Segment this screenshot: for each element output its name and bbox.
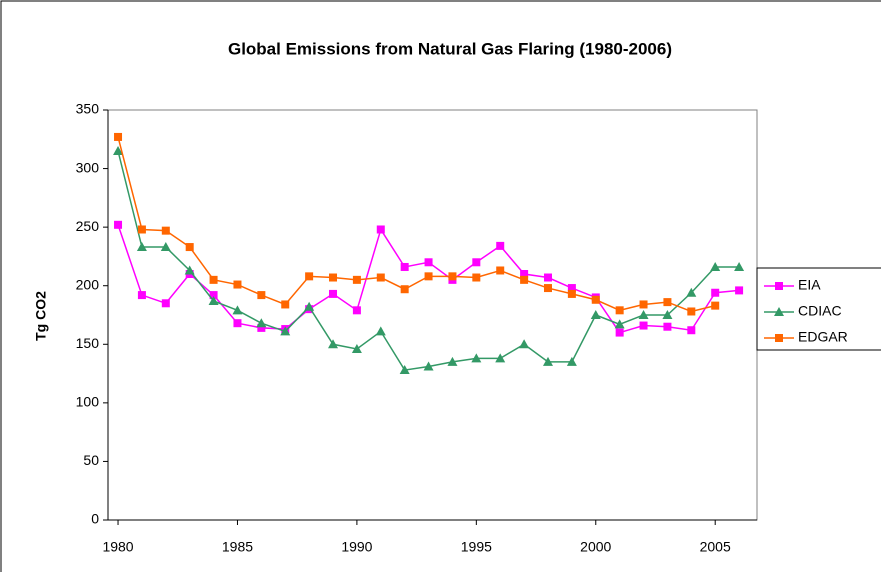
data-point xyxy=(351,343,362,353)
data-point xyxy=(329,273,338,282)
data-point xyxy=(472,258,481,267)
data-point xyxy=(136,242,147,252)
legend-marker xyxy=(775,334,783,342)
data-point xyxy=(305,272,314,281)
legend-label: EDGAR xyxy=(798,329,848,345)
data-point xyxy=(471,353,482,363)
data-point xyxy=(209,291,218,300)
data-point xyxy=(400,262,409,271)
data-point xyxy=(662,310,673,319)
legend-label: EIA xyxy=(798,277,821,293)
data-point xyxy=(304,301,315,311)
data-point xyxy=(399,365,410,375)
data-point xyxy=(710,261,721,271)
data-point xyxy=(375,326,386,336)
data-point xyxy=(495,353,506,363)
data-point xyxy=(233,319,242,328)
data-point xyxy=(280,326,291,336)
data-point xyxy=(519,339,530,349)
y-tick-label: 0 xyxy=(91,511,99,527)
data-point xyxy=(663,298,672,307)
data-point xyxy=(232,305,243,315)
data-point xyxy=(185,243,194,252)
data-point xyxy=(257,323,266,332)
data-point xyxy=(329,289,338,298)
data-point xyxy=(209,275,218,284)
data-point xyxy=(567,289,576,298)
data-point xyxy=(566,356,577,366)
y-tick-label: 200 xyxy=(76,276,100,292)
legend-marker xyxy=(775,282,783,290)
data-point xyxy=(184,265,195,275)
data-point xyxy=(520,275,529,284)
data-point xyxy=(472,273,481,282)
legend-marker xyxy=(774,307,784,316)
y-tick-label: 250 xyxy=(76,218,100,234)
data-point xyxy=(256,318,267,328)
data-point xyxy=(543,273,552,282)
data-point xyxy=(376,225,385,234)
data-point xyxy=(448,272,457,281)
data-point xyxy=(160,242,171,252)
data-point xyxy=(496,266,505,275)
x-tick-label: 1995 xyxy=(461,539,492,555)
data-point xyxy=(735,286,744,295)
data-point xyxy=(614,319,625,329)
chart-title: Global Emissions from Natural Gas Flarin… xyxy=(228,39,672,58)
data-point xyxy=(687,326,696,335)
data-point xyxy=(208,295,219,305)
data-point xyxy=(686,287,697,297)
y-tick-label: 150 xyxy=(76,335,100,351)
x-tick-label: 1985 xyxy=(222,539,253,555)
data-point xyxy=(638,310,649,319)
data-point xyxy=(137,291,146,300)
data-point xyxy=(114,132,123,141)
y-axis-label: Tg CO2 xyxy=(33,291,49,341)
data-point xyxy=(113,146,124,155)
data-point xyxy=(352,306,361,315)
data-point xyxy=(590,310,601,319)
data-point xyxy=(257,291,266,300)
legend-box xyxy=(756,267,881,351)
data-point xyxy=(161,299,170,308)
legend-label: CDIAC xyxy=(798,303,842,319)
data-point xyxy=(591,295,600,304)
x-tick-label: 2005 xyxy=(700,539,731,555)
y-tick-label: 100 xyxy=(76,394,100,410)
data-point xyxy=(615,306,624,315)
data-point xyxy=(711,301,720,310)
data-point xyxy=(423,361,434,371)
data-point xyxy=(567,284,576,293)
data-point xyxy=(352,275,361,284)
data-point xyxy=(137,225,146,234)
data-point xyxy=(663,322,672,331)
data-point xyxy=(496,241,505,250)
y-tick-label: 300 xyxy=(76,159,100,175)
x-tick-label: 1990 xyxy=(341,539,372,555)
data-point xyxy=(424,272,433,281)
data-point xyxy=(400,285,409,294)
data-point xyxy=(161,226,170,235)
data-point xyxy=(734,261,745,271)
x-tick-label: 1980 xyxy=(102,539,133,555)
data-point xyxy=(520,270,529,278)
y-tick-label: 350 xyxy=(76,101,100,117)
data-point xyxy=(542,356,553,366)
data-point xyxy=(328,339,339,349)
data-point xyxy=(233,280,242,289)
data-point xyxy=(615,328,624,337)
data-point xyxy=(639,321,648,330)
data-point xyxy=(711,288,720,297)
y-tick-label: 50 xyxy=(83,452,99,468)
data-point xyxy=(639,300,648,309)
data-point xyxy=(114,220,123,229)
data-point xyxy=(447,356,458,366)
x-tick-label: 2000 xyxy=(580,539,611,555)
data-point xyxy=(424,258,433,267)
data-point xyxy=(687,307,696,316)
data-point xyxy=(543,284,552,293)
data-point xyxy=(376,273,385,282)
data-point xyxy=(281,300,290,309)
